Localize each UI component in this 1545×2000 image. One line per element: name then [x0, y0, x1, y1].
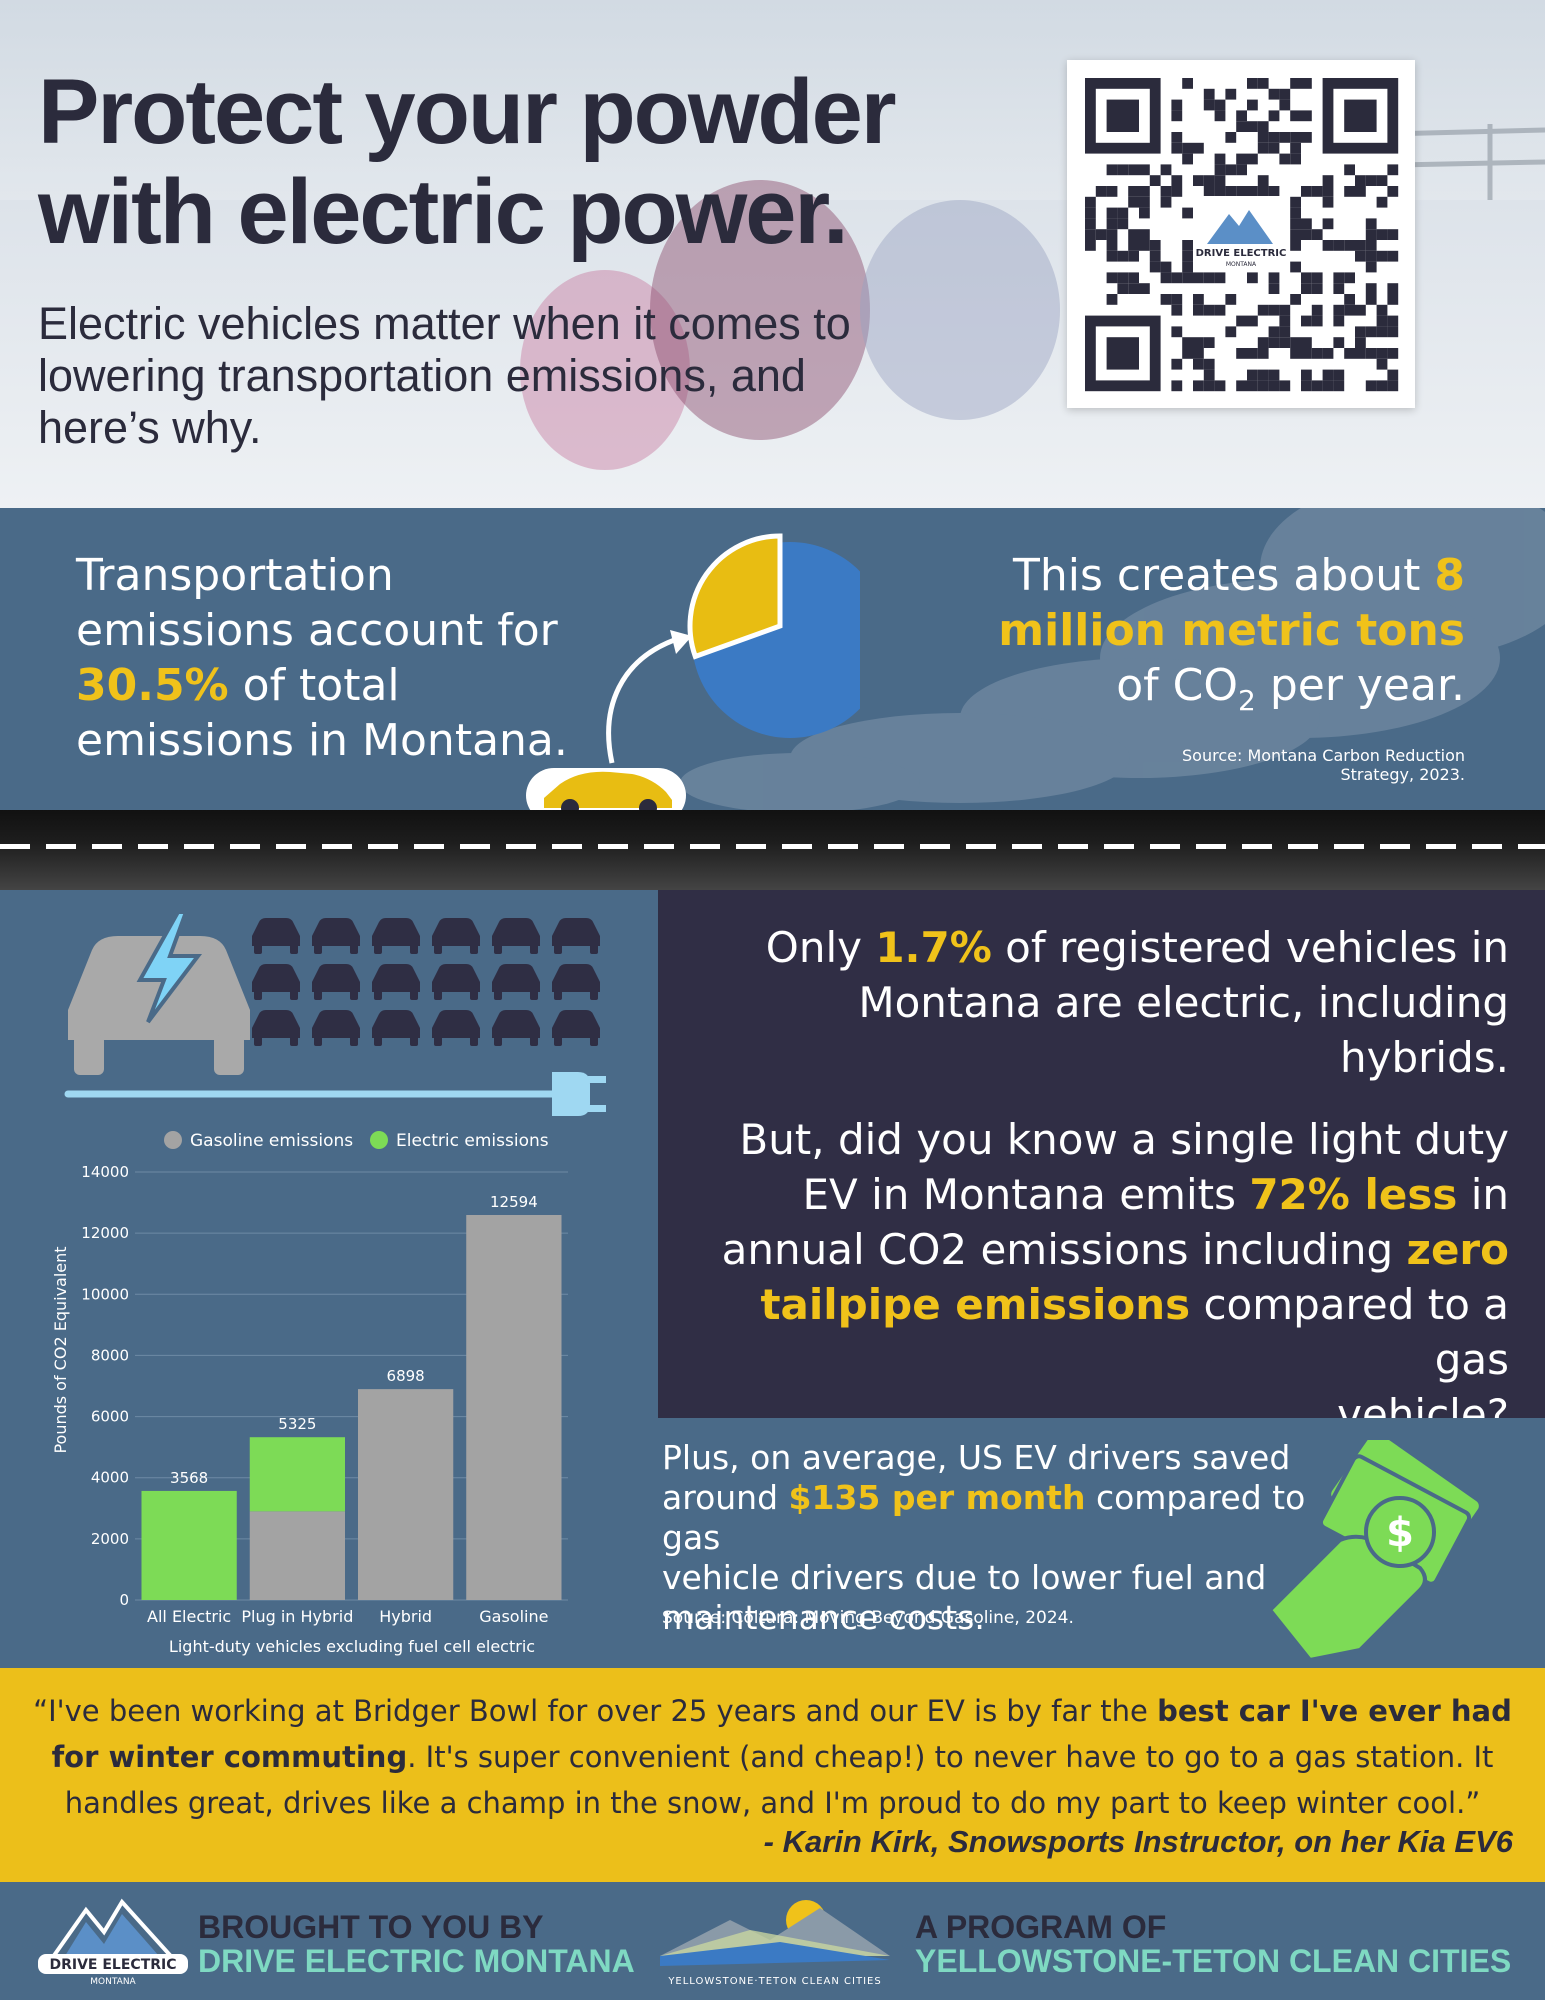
car-icon — [252, 964, 300, 1000]
car-icon — [432, 1010, 480, 1046]
car-icon — [252, 918, 300, 954]
svg-text:DRIVE ELECTRIC: DRIVE ELECTRIC — [1196, 248, 1287, 259]
legend-swatch-electric — [370, 1131, 388, 1149]
footer: DRIVE ELECTRIC MONTANA BROUGHT TO YOU BY… — [0, 1882, 1545, 2000]
y-tick-label: 4000 — [91, 1469, 129, 1487]
logo-subtext: MONTANA — [90, 1977, 136, 1987]
arrow-head-icon — [670, 630, 692, 654]
x-tick-label: Hybrid — [379, 1607, 432, 1626]
y-tick-label: 2000 — [91, 1530, 129, 1548]
bar-gasoline — [466, 1214, 562, 1600]
car-icon — [492, 964, 540, 1000]
legend-swatch-gasoline — [164, 1131, 182, 1149]
page-title: Protect your powder with electric power. — [38, 61, 897, 263]
qr-code[interactable]: DRIVE ELECTRIC MONTANA — [1067, 60, 1415, 408]
y-tick-label: 6000 — [91, 1408, 129, 1426]
page-subtitle: Electric vehicles matter when it comes t… — [38, 298, 851, 453]
ev-registration-text: Only 1.7% of registered vehicles in Mont… — [765, 923, 1509, 1082]
clean-cities-caption: YELLOWSTONE·TETON CLEAN CITIES — [667, 1976, 881, 1987]
ev-share-panel: Only 1.7% of registered vehicles in Mont… — [658, 890, 1545, 1439]
logo-text: DRIVE ELECTRIC — [49, 1957, 176, 1973]
testimonial-attribution: - Karin Kirk, Snowsports Instructor, on … — [763, 1824, 1513, 1859]
car-icon — [432, 918, 480, 954]
pie-slice-transportation — [687, 533, 783, 660]
car-icon — [552, 1010, 600, 1046]
legend-gasoline: Gasoline emissions — [190, 1131, 353, 1151]
lightning-icon — [136, 910, 203, 1024]
plug-icon — [552, 1072, 606, 1116]
savings-text: Plus, on average, US EV drivers saved ar… — [662, 1438, 1306, 1637]
testimonial: “I've been working at Bridger Bowl for o… — [0, 1668, 1545, 1882]
y-tick-label: 8000 — [91, 1346, 129, 1364]
car-icon — [372, 1010, 420, 1046]
car-icon — [252, 1010, 300, 1046]
car-icon — [312, 918, 360, 954]
bar-electric — [141, 1490, 237, 1600]
car-icon — [492, 1010, 540, 1046]
car-icon — [372, 918, 420, 954]
x-tick-label: Plug in Hybrid — [241, 1607, 353, 1626]
bar-value-label: 5325 — [278, 1415, 316, 1433]
footer-sponsor: BROUGHT TO YOU BY DRIVE ELECTRIC MONTANA — [198, 1909, 635, 1979]
skier-figure — [860, 200, 1060, 420]
y-tick-label: 10000 — [81, 1285, 129, 1303]
car-icon — [312, 1010, 360, 1046]
car-icon — [492, 918, 540, 954]
y-tick-label: 12000 — [81, 1224, 129, 1242]
y-axis-label: Pounds of CO2 Equivalent — [51, 1246, 70, 1453]
road-lane-marking — [0, 844, 1545, 849]
car-icon — [552, 964, 600, 1000]
savings-panel: Plus, on average, US EV drivers saved ar… — [658, 1418, 1545, 1668]
exhaust-cloud — [680, 508, 1545, 810]
svg-text:MONTANA: MONTANA — [1226, 261, 1257, 268]
qr-code-image: DRIVE ELECTRIC MONTANA — [1085, 78, 1399, 392]
transport-share-text: Transportation emissions account for 30.… — [76, 550, 568, 766]
y-tick-label: 0 — [119, 1591, 129, 1609]
x-tick-label: All Electric — [147, 1607, 231, 1626]
car-icon — [372, 964, 420, 1000]
skier-figure — [520, 270, 690, 470]
arrow-curve — [606, 635, 681, 764]
savings-source: Source: Coltura: Moving Beyond Gasoline,… — [662, 1608, 1074, 1628]
bar-gasoline — [249, 1511, 346, 1600]
car-icon — [312, 964, 360, 1000]
car-icon — [552, 918, 600, 954]
bar-electric — [249, 1437, 346, 1512]
clean-cities-logo[interactable]: YELLOWSTONE·TETON CLEAN CITIES — [660, 1890, 900, 1990]
ev-emissions-question: But, did you know a single light duty EV… — [721, 1115, 1509, 1439]
qr-logo: DRIVE ELECTRIC MONTANA — [1193, 196, 1289, 272]
emissions-bar-chart: Gasoline emissions Electric emissions 0 2… — [51, 910, 606, 1656]
emissions-source: Source: Montana Carbon Reduction Strategy… — [1182, 746, 1465, 784]
testimonial-quote: “I've been working at Bridger Bowl for o… — [33, 1694, 1512, 1820]
skier-figure — [650, 180, 870, 440]
bar-gasoline — [357, 1389, 454, 1600]
co2-total-text: This creates about 8 million metric tons… — [998, 550, 1465, 717]
legend-electric: Electric emissions — [396, 1131, 549, 1151]
bar-value-label: 6898 — [387, 1367, 425, 1385]
car-icon — [544, 771, 672, 810]
car-icon — [432, 964, 480, 1000]
y-tick-label: 14000 — [81, 1163, 129, 1181]
car-grid — [252, 918, 600, 1046]
money-hand-icon: $ — [1270, 1440, 1479, 1660]
dollar-icon: $ — [1386, 1510, 1414, 1556]
emissions-pie-chart — [526, 533, 860, 810]
bar-value-label: 3568 — [170, 1469, 208, 1487]
road-divider — [0, 810, 1545, 890]
hero-section: Protect your powder with electric power. … — [0, 0, 1545, 508]
x-axis-label: Light-duty vehicles excluding fuel cell … — [169, 1637, 535, 1656]
ev-chart-panel: Gasoline emissions Electric emissions 0 2… — [0, 890, 658, 1668]
bar-value-label: 12594 — [490, 1193, 538, 1211]
footer-program: A PROGRAM OF YELLOWSTONE-TETON CLEAN CIT… — [915, 1909, 1512, 1979]
x-tick-label: Gasoline — [479, 1607, 548, 1626]
drive-electric-logo[interactable]: DRIVE ELECTRIC MONTANA — [38, 1896, 188, 1988]
emissions-band: Transportation emissions account for 30.… — [0, 508, 1545, 810]
